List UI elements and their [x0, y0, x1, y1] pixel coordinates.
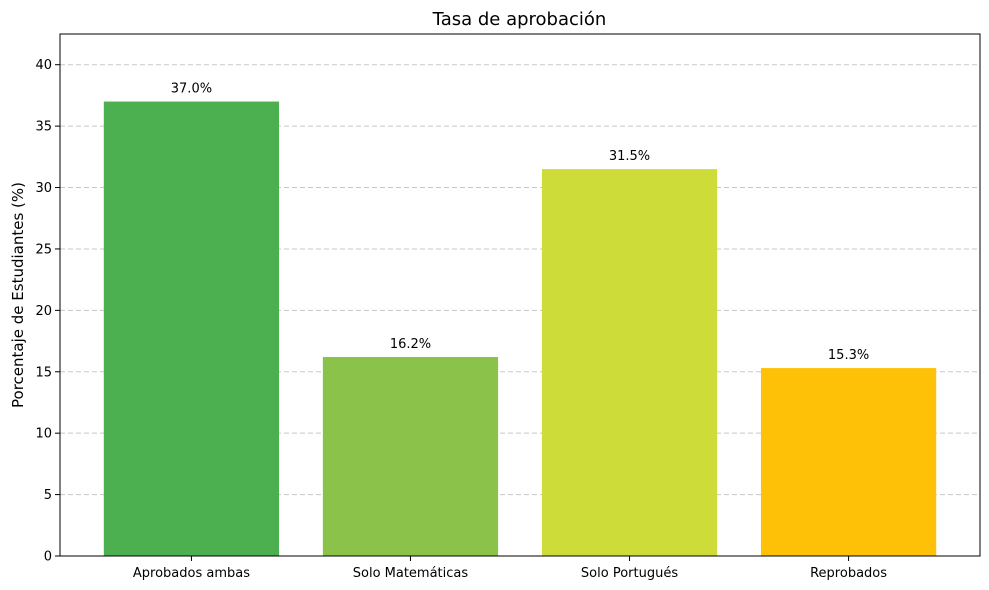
bar-value-label: 31.5% — [609, 149, 650, 164]
y-tick-label: 20 — [35, 304, 52, 319]
x-tick-label: Reprobados — [810, 566, 887, 581]
y-axis-label: Porcentaje de Estudiantes (%) — [9, 182, 27, 408]
y-tick-label: 10 — [35, 427, 52, 442]
y-tick-label: 5 — [44, 488, 52, 503]
data-labels: 37.0% 16.2% 31.5% 15.3% — [171, 82, 869, 364]
x-tick-label: Aprobados ambas — [133, 566, 250, 581]
y-tick-label: 15 — [35, 365, 52, 380]
bar — [322, 357, 499, 556]
y-tick-label: 40 — [35, 58, 52, 73]
y-tick-label: 25 — [35, 242, 52, 257]
bar-value-label: 37.0% — [171, 82, 212, 97]
bar-value-label: 16.2% — [390, 337, 431, 352]
plot-frame — [59, 33, 981, 557]
x-axis-ticks: Aprobados ambas Solo Matemáticas Solo Port… — [133, 556, 887, 581]
y-axis-ticks: 0 5 10 15 20 25 30 35 40 — [35, 58, 60, 565]
bar — [760, 368, 937, 556]
y-tick-label: 30 — [35, 181, 52, 196]
chart-title: Tasa de aprobación — [432, 9, 607, 30]
x-tick-label: Solo Portugués — [581, 566, 678, 581]
bars — [103, 101, 937, 556]
y-tick-label: 35 — [35, 120, 52, 135]
x-tick-label: Solo Matemáticas — [353, 566, 469, 581]
y-tick-label: 0 — [44, 550, 52, 565]
bar — [103, 101, 280, 556]
bar — [541, 169, 718, 556]
bar-value-label: 15.3% — [828, 348, 869, 363]
